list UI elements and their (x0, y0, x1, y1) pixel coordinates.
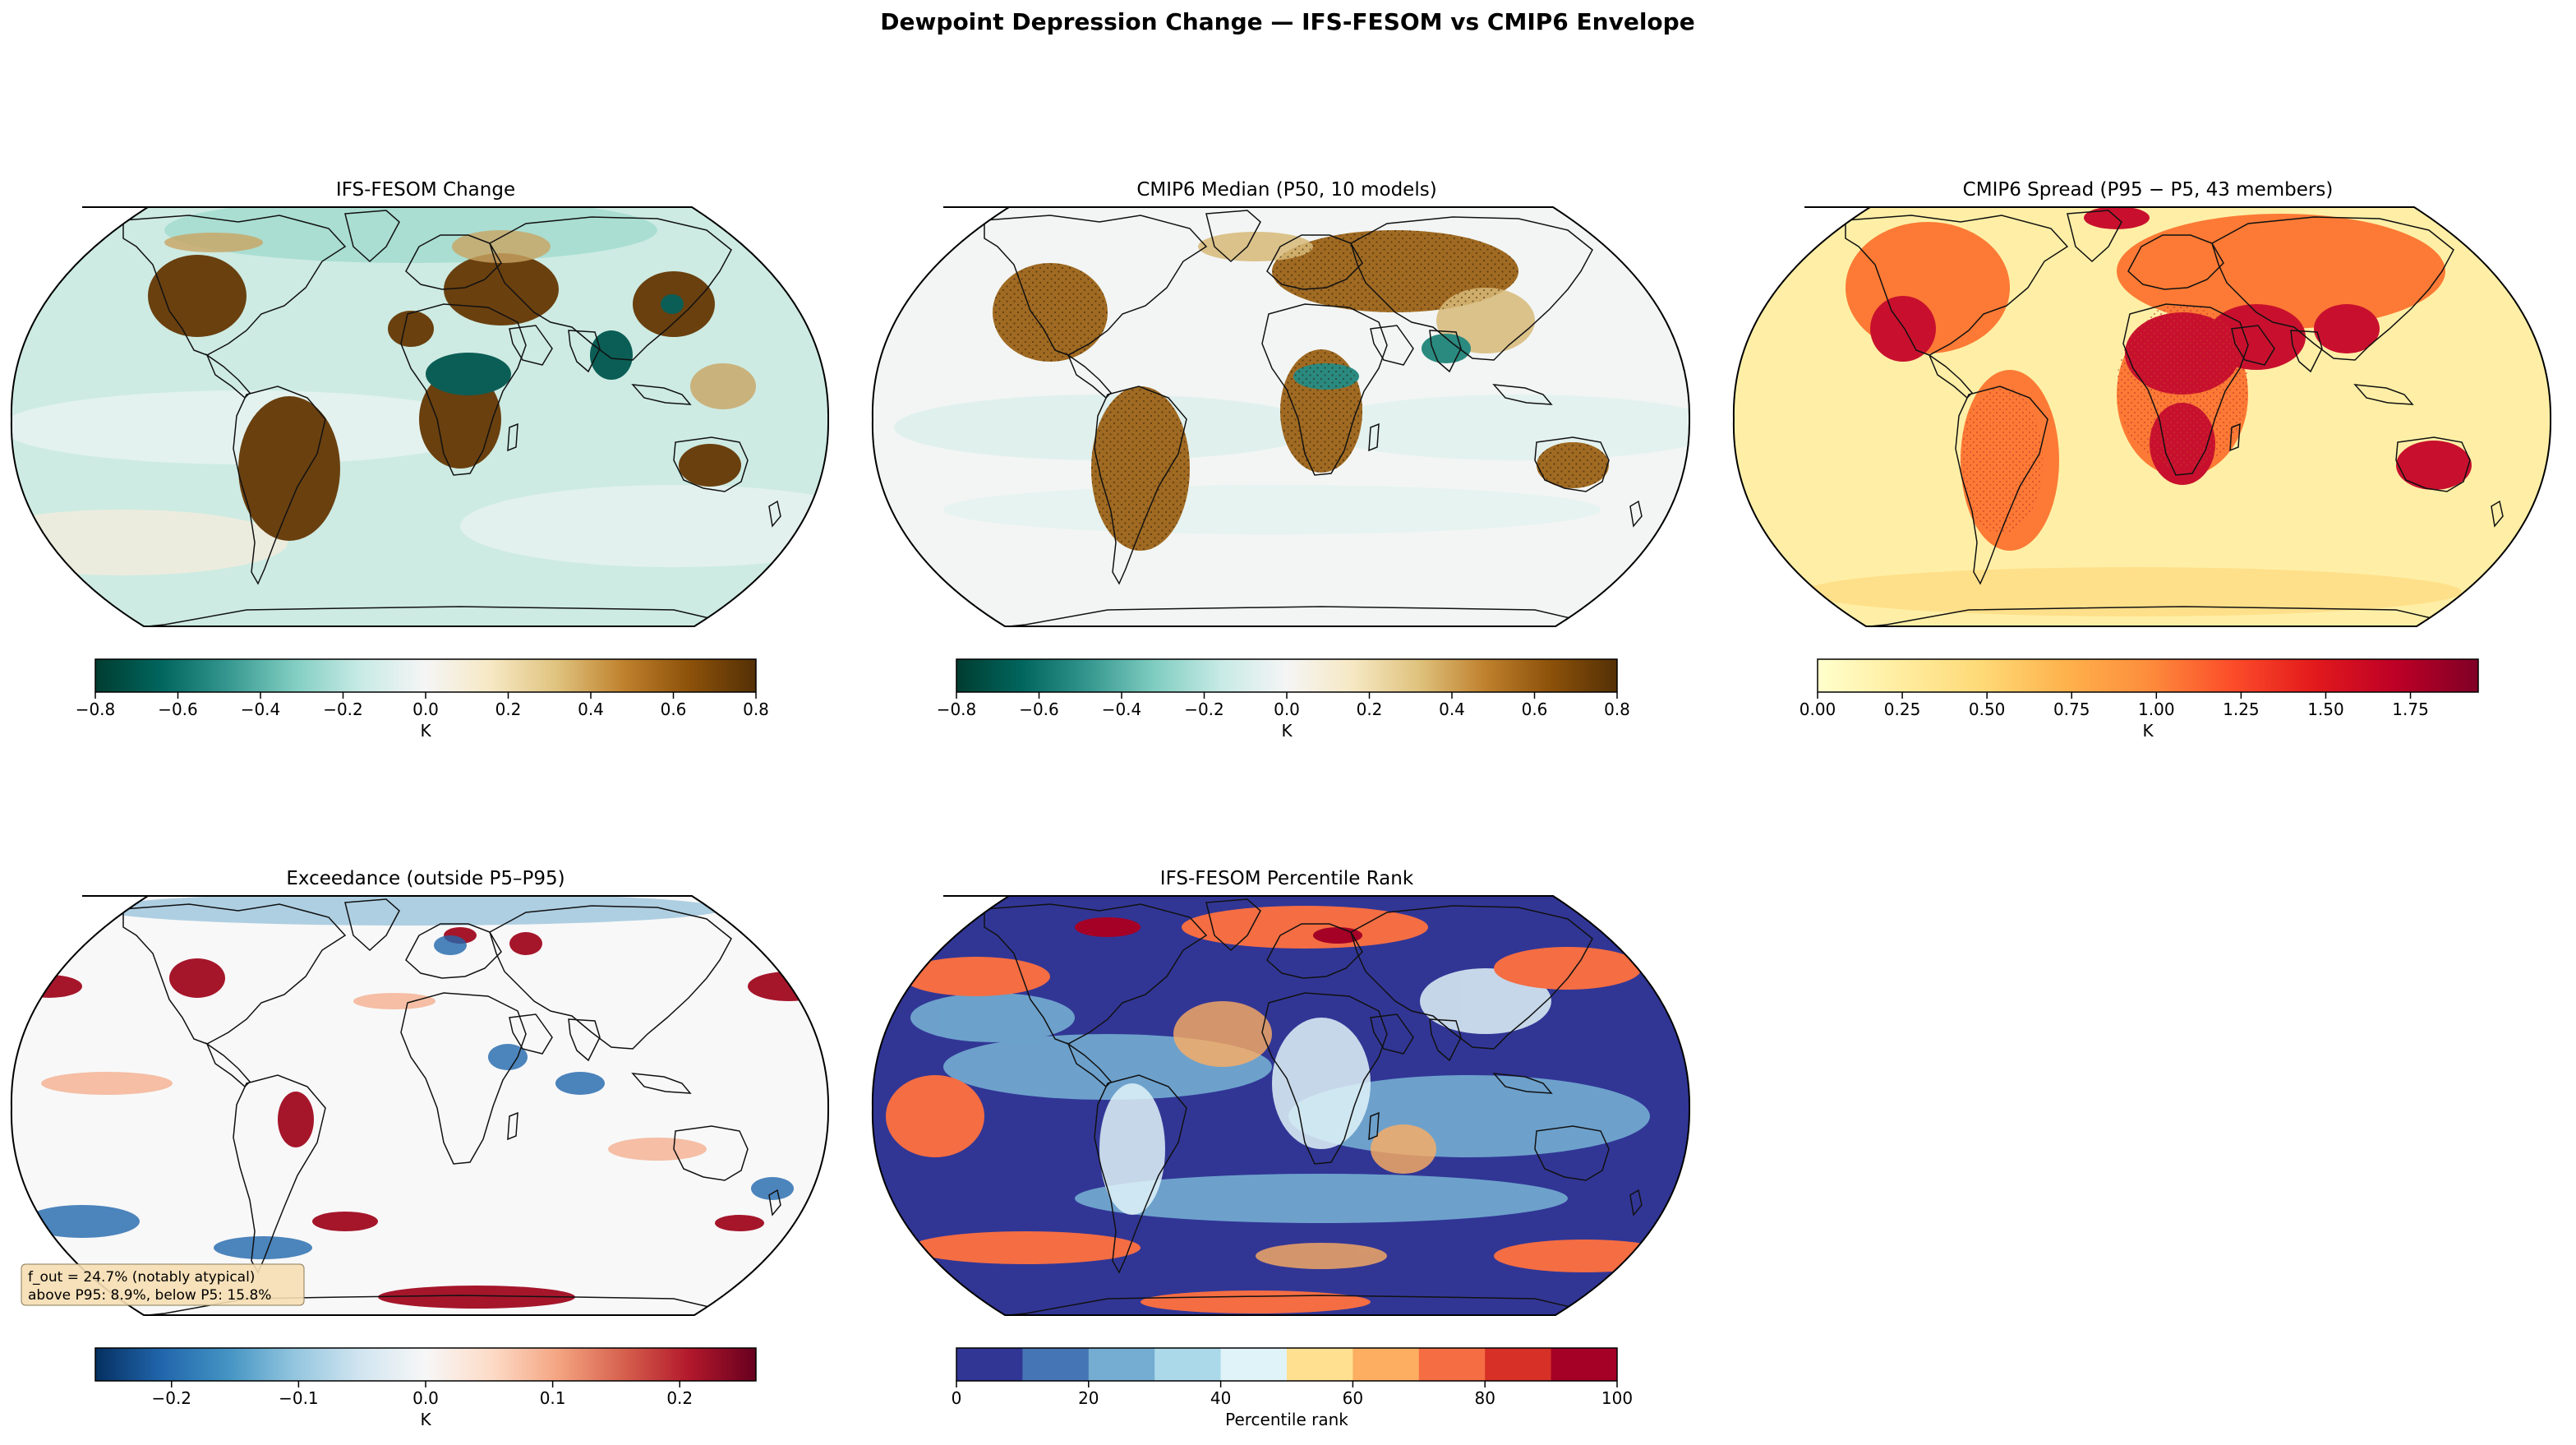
colorbar-bin (956, 1348, 1023, 1381)
colorbar-tick-label: 0.00 (1800, 699, 1836, 719)
map-field (11, 896, 829, 1315)
colorbar-tick-label: −0.4 (241, 699, 281, 719)
colorbar-tick-label: −0.8 (76, 699, 116, 719)
colorbar-tick-label: −0.6 (158, 699, 198, 719)
colorbar-bin (1418, 1348, 1486, 1381)
colorbar-tick-label: 20 (1078, 1388, 1099, 1408)
colorbar-tick-label: 0.0 (1274, 699, 1300, 719)
colorbar-tick-label: 80 (1474, 1388, 1495, 1408)
colorbar-tick-label: 0.50 (1969, 699, 2006, 719)
colorbar-tick-label: 0.8 (1604, 699, 1630, 719)
map-outline (1732, 206, 2552, 627)
colorbar-label: K (420, 1410, 431, 1429)
colorbar-bin (1154, 1348, 1222, 1381)
colorbar-tick-label: −0.1 (279, 1388, 319, 1408)
colorbar-tick-label: 0.1 (540, 1388, 566, 1408)
colorbar-tick-label: 60 (1343, 1388, 1363, 1408)
annotation-line-1: f_out = 24.7% (notably atypical) (28, 1269, 255, 1286)
colorbar-frame (956, 1347, 1618, 1382)
colorbar-tick-label: 0.0 (412, 699, 439, 719)
colorbar-tick-label: −0.6 (1019, 699, 1059, 719)
colorbar: 0.00 0.25 0.50 0.75 1.00 1.25 1.50 1.75 K (1800, 658, 2479, 741)
colorbar-tick-label: 100 (1601, 1388, 1633, 1408)
colorbar-tick-label: 0.6 (661, 699, 687, 719)
colorbar: −0.8 −0.6 −0.4 −0.2 0.0 0.2 0.4 0.6 0.8 K (937, 658, 1630, 741)
colorbar-tick-label: 0.2 (666, 1388, 693, 1408)
annotation-box: f_out = 24.7% (notably atypical) above P… (21, 1263, 305, 1306)
colorbar-tick-label: 0.2 (495, 699, 522, 719)
colorbar-tick-label: 0.25 (1884, 699, 1921, 719)
colorbar-tick-label: 0.6 (1522, 699, 1548, 719)
colorbar-bin (1022, 1348, 1090, 1381)
colorbar-bin (1485, 1348, 1552, 1381)
colorbar-tick-label: 1.00 (2138, 699, 2175, 719)
colorbar-tick-label: 1.75 (2392, 699, 2429, 719)
colorbar-tick-label: 0.8 (743, 699, 769, 719)
colorbar-tick-label: 0 (952, 1388, 962, 1408)
colorbar-label: K (2142, 721, 2154, 741)
panel-cmip6-spread: CMIP6 Spread (P95 − P5, 43 members) (1732, 179, 2552, 741)
colorbar-tick-label: 1.50 (2307, 699, 2344, 719)
colorbar-tick-label: 0.75 (2053, 699, 2090, 719)
panel-title: CMIP6 Spread (P95 − P5, 43 members) (1963, 179, 2334, 201)
panel-exceedance: Exceedance (outside P5–P95) (10, 868, 830, 1429)
figure-title: Dewpoint Depression Change — IFS-FESOM v… (880, 8, 1694, 35)
map-outline (871, 895, 1691, 1316)
map-field (11, 207, 829, 626)
colorbar-tick-label: −0.4 (1102, 699, 1142, 719)
colorbar: −0.8 −0.6 −0.4 −0.2 0.0 0.2 0.4 0.6 0.8 K (76, 658, 769, 741)
colorbar-tick-label: −0.8 (937, 699, 977, 719)
colorbar-bin (1551, 1348, 1618, 1381)
colorbar-label: K (420, 721, 431, 741)
colorbar-label: K (1281, 721, 1293, 741)
map-outline (871, 206, 1691, 627)
colorbar-frame (1817, 658, 2479, 693)
panel-title: CMIP6 Median (P50, 10 models) (1136, 179, 1436, 201)
colorbar-gradient (95, 659, 756, 692)
panel-cmip6-median: CMIP6 Median (P50, 10 models) (871, 179, 1691, 741)
colorbar-gradient (956, 659, 1617, 692)
panel-title: IFS-FESOM Change (336, 179, 515, 201)
panel-percentile-rank: IFS-FESOM Percentile Rank (871, 868, 1691, 1429)
colorbar-label: Percentile rank (1225, 1410, 1348, 1429)
colorbar-tick-label: −0.2 (1184, 699, 1224, 719)
colorbar-tick-label: 0.4 (578, 699, 604, 719)
colorbar-bin (1088, 1348, 1155, 1381)
map-field (872, 207, 1690, 626)
colorbar-gradient (95, 1348, 756, 1381)
colorbar-gradient (1818, 659, 2478, 692)
colorbar-bin (1353, 1348, 1420, 1381)
colorbar-tick-label: −0.2 (151, 1388, 191, 1408)
map-outline (10, 206, 830, 627)
colorbar-tick-label: 0.2 (1357, 699, 1383, 719)
colorbar-bin (1220, 1348, 1288, 1381)
colorbar-tick-label: 0.4 (1439, 699, 1465, 719)
map-field (1733, 207, 2551, 626)
panel-title: IFS-FESOM Percentile Rank (1160, 868, 1414, 889)
colorbar-tick-label: 40 (1210, 1388, 1231, 1408)
colorbar-tick-label: −0.2 (323, 699, 363, 719)
annotation-line-2: above P95: 8.9%, below P5: 15.8% (28, 1287, 271, 1304)
colorbar-tick-label: 1.25 (2223, 699, 2260, 719)
map-field (872, 896, 1690, 1315)
colorbar-tick-label: 0.0 (412, 1388, 439, 1408)
panel-title: Exceedance (outside P5–P95) (286, 868, 565, 889)
panel-ifs-fesom-change: IFS-FESOM Change (10, 179, 830, 741)
colorbar: 0 20 40 60 80 100 Percentile rank (952, 1347, 1633, 1429)
colorbar: −0.2 −0.1 0.0 0.1 0.2 K (94, 1347, 757, 1429)
colorbar-bin (1287, 1348, 1353, 1381)
map-outline (10, 895, 830, 1316)
